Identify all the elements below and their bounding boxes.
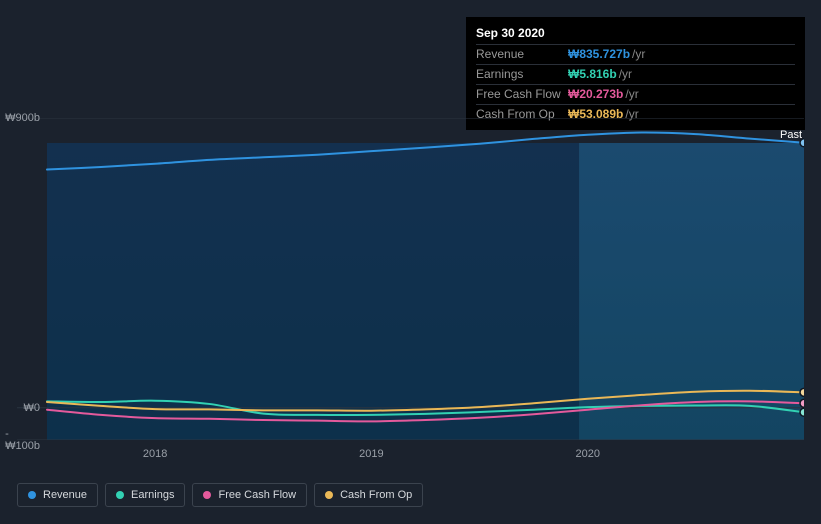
legend-label: Free Cash Flow — [218, 489, 296, 501]
tooltip-unit: /yr — [632, 46, 645, 63]
tooltip-unit: /yr — [619, 66, 632, 83]
tooltip-date: Sep 30 2020 — [476, 23, 795, 44]
x-axis-label: 2020 — [575, 448, 599, 460]
tooltip-value: ₩20.273b — [568, 86, 623, 103]
legend-swatch-icon — [116, 491, 124, 499]
chart-tooltip: Sep 30 2020 Revenue₩835.727b /yrEarnings… — [466, 17, 805, 130]
legend-item-cfo[interactable]: Cash From Op — [314, 483, 423, 507]
legend-item-revenue[interactable]: Revenue — [17, 483, 98, 507]
series-marker-earnings — [800, 408, 804, 416]
tooltip-row-free-cash-flow: Free Cash Flow₩20.273b /yr — [476, 84, 795, 104]
tooltip-row-earnings: Earnings₩5.816b /yr — [476, 64, 795, 84]
x-axis-label: 2018 — [143, 448, 167, 460]
legend-label: Earnings — [131, 489, 174, 501]
chart-area: ₩900b₩0-₩100b 201820192020 Past — [17, 118, 804, 468]
legend-label: Cash From Op — [340, 489, 412, 501]
tooltip-label: Earnings — [476, 66, 568, 83]
tooltip-row-revenue: Revenue₩835.727b /yr — [476, 44, 795, 64]
y-axis-label: -₩100b — [5, 428, 40, 452]
chart-svg — [17, 118, 804, 440]
legend-swatch-icon — [203, 491, 211, 499]
y-axis-label: ₩900b — [5, 112, 40, 124]
tooltip-label: Free Cash Flow — [476, 86, 568, 103]
legend-label: Revenue — [43, 489, 87, 501]
past-label: Past — [780, 129, 802, 141]
tooltip-unit: /yr — [625, 86, 638, 103]
series-marker-cfo — [800, 388, 804, 396]
chart-legend: Revenue Earnings Free Cash Flow Cash From O… — [17, 483, 423, 507]
legend-item-fcf[interactable]: Free Cash Flow — [192, 483, 307, 507]
chart-container: Sep 30 2020 Revenue₩835.727b /yrEarnings… — [0, 0, 821, 524]
tooltip-value: ₩5.816b — [568, 66, 617, 83]
tooltip-value: ₩835.727b — [568, 46, 630, 63]
series-marker-fcf — [800, 399, 804, 407]
y-axis-label: ₩0 — [24, 402, 41, 414]
legend-swatch-icon — [325, 491, 333, 499]
tooltip-label: Revenue — [476, 46, 568, 63]
x-axis-label: 2019 — [359, 448, 383, 460]
legend-item-earnings[interactable]: Earnings — [105, 483, 185, 507]
legend-swatch-icon — [28, 491, 36, 499]
